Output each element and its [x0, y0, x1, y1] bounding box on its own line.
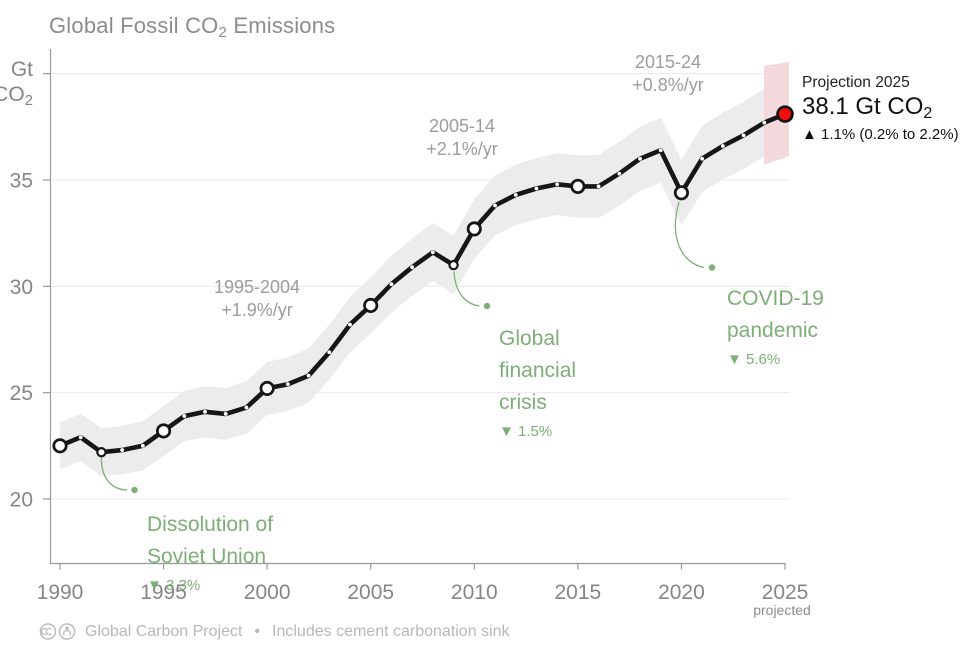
data-point: [389, 282, 394, 287]
data-point-major: [466, 221, 482, 237]
chart-title-subscript: 2: [218, 24, 228, 41]
data-point: [203, 409, 207, 414]
data-point: [596, 184, 601, 189]
data-point-major: [156, 423, 172, 439]
x-tick-label: 1990: [37, 581, 84, 604]
attribution-text: Global Carbon Project: [85, 622, 243, 640]
data-point: [700, 156, 705, 161]
y-tick-label: 35: [10, 169, 33, 192]
x-axis-projected-note: projected: [753, 602, 811, 618]
event-name: COVID-19 pandemic: [727, 287, 824, 342]
event-leader-line: [453, 271, 480, 307]
data-point: [513, 192, 518, 197]
data-point: [78, 435, 83, 440]
footer-separator: •: [254, 622, 261, 640]
projection-value: 38.1 Gt CO2: [802, 93, 933, 122]
data-point: [534, 186, 539, 191]
cc-icon: [39, 623, 57, 640]
data-point: [555, 182, 560, 187]
data-point-event: [448, 259, 459, 271]
data-point: [430, 250, 435, 255]
data-point: [285, 382, 290, 387]
x-tick-label: 2000: [244, 581, 291, 604]
x-tick-label: 2005: [347, 581, 394, 604]
chart-title: Global Fossil CO2 Emissions: [49, 13, 335, 41]
event-bullet: [483, 302, 491, 310]
x-tick-label: 2015: [554, 581, 601, 604]
event-bullet: [708, 264, 716, 271]
projection-dot: [776, 105, 794, 123]
trend-label-2015-24: 2015-24 +0.8%/yr: [632, 52, 704, 95]
x-tick-label: 2020: [658, 581, 705, 604]
data-point: [638, 156, 642, 161]
y-tick-label: 20: [10, 489, 33, 512]
projection-label: Projection 2025: [802, 74, 910, 91]
data-point: [658, 148, 663, 153]
data-point: [120, 448, 125, 452]
data-point: [741, 133, 746, 138]
data-point-major: [673, 185, 689, 201]
footer-note: Includes cement carbonation sink: [272, 622, 510, 640]
projection-callout: Projection 2025 38.1 Gt CO2 ▲ 1.1% (0.2%…: [802, 74, 959, 143]
x-tick-label: 2025: [762, 581, 809, 604]
y-tick-label: 25: [10, 382, 33, 405]
trend-label-1995-2004: 1995-2004 +1.9%/yr: [213, 277, 301, 320]
event-name: Dissolution of Soviet Union: [147, 513, 274, 568]
data-point: [617, 171, 622, 176]
projection-change: ▲ 1.1% (0.2% to 2.2%): [802, 126, 959, 143]
event-change-badge: ▼ 1.5%: [499, 423, 553, 440]
data-point: [244, 405, 249, 410]
data-point: [493, 203, 497, 208]
event-label-covid-pandemic: COVID-19 pandemic ▼ 5.6%: [727, 251, 824, 401]
data-point-major: [52, 438, 68, 454]
data-point-major: [570, 178, 586, 194]
data-point: [720, 144, 725, 148]
data-point: [223, 412, 228, 416]
data-point-major: [363, 297, 379, 314]
cc-by-icon: [58, 623, 76, 640]
y-axis-unit-label: Gt CO2: [0, 57, 33, 113]
event-change-badge: ▼ 5.6%: [727, 351, 781, 368]
data-point: [327, 350, 332, 355]
y-axis-unit-line1: Gt: [10, 58, 33, 81]
emissions-line: [57, 111, 788, 455]
x-tick-label: 1995: [140, 581, 187, 604]
data-point: [762, 120, 767, 125]
trend-label-2005-14: 2005-14 +2.1%/yr: [426, 116, 498, 159]
event-leader-line: [100, 456, 128, 491]
y-tick-label: 30: [10, 276, 33, 299]
data-point: [410, 265, 415, 270]
footer-attribution: Global Carbon Project • Includes cement …: [39, 622, 510, 641]
projection-value-subscript: 2: [923, 105, 933, 122]
event-label-financial-crisis: Global financial crisis ▼ 1.5%: [499, 291, 576, 473]
event-leader-line: [674, 201, 705, 269]
event-change-badge: ▼ 3.3%: [147, 577, 201, 594]
y-axis-unit-line2: CO2: [0, 83, 33, 109]
y-axis-unit-subscript: 2: [24, 92, 33, 109]
data-point: [140, 443, 145, 448]
data-point: [182, 414, 187, 418]
data-point: [348, 322, 352, 327]
event-name: Global financial crisis: [499, 327, 577, 414]
x-tick-label: 2010: [451, 581, 498, 604]
event-label-soviet-union: Dissolution of Soviet Union ▼ 3.3%: [147, 477, 273, 627]
data-point: [306, 373, 311, 378]
license-icons: [39, 623, 76, 640]
data-point-event: [96, 447, 107, 458]
data-point-major: [259, 380, 275, 396]
chart-title-pre: Global Fossil CO: [49, 13, 219, 38]
chart-title-post: Emissions: [227, 13, 336, 38]
event-bullet: [131, 486, 138, 494]
